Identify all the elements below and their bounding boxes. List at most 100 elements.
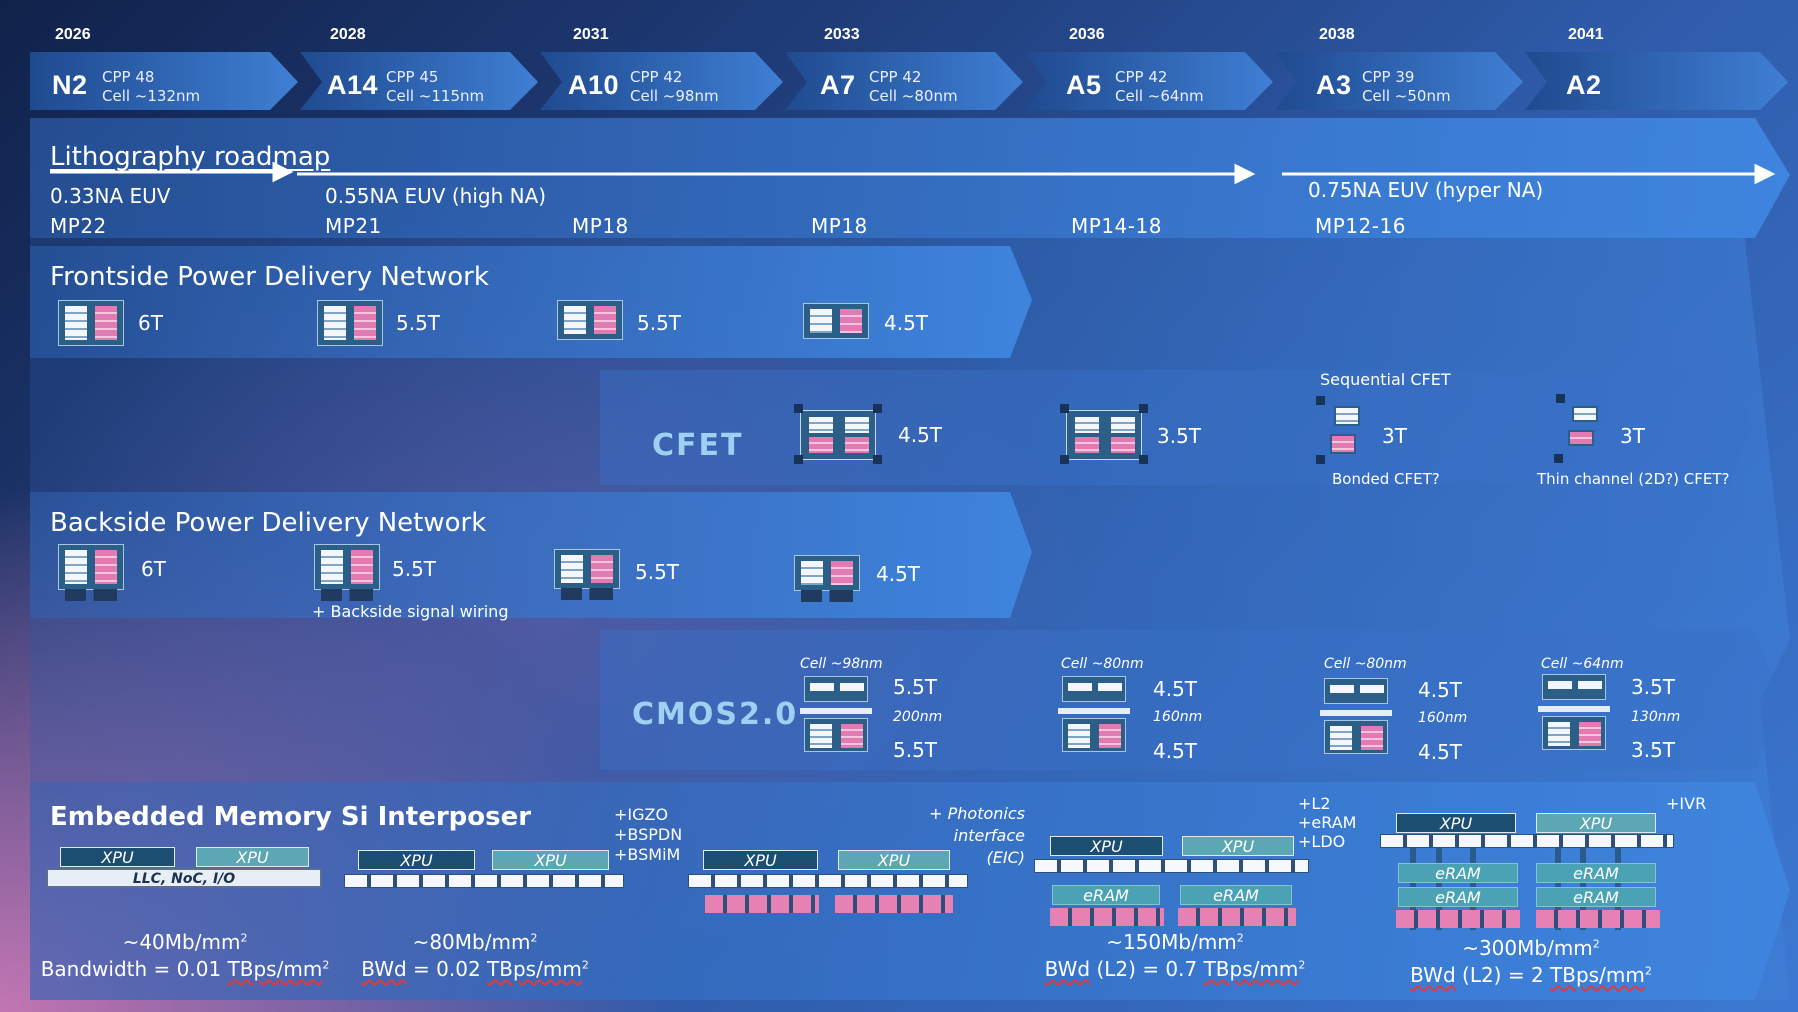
cmos2-stack-icon bbox=[1320, 678, 1392, 758]
node-name: N2 bbox=[52, 70, 88, 100]
density-stat: ~80Mb/mm2 bbox=[412, 930, 538, 954]
mp-label: MP18 bbox=[811, 214, 868, 238]
interposer-bar bbox=[344, 874, 624, 888]
node-name: A14 bbox=[327, 70, 379, 100]
bandwidth-stat: BWd (L2) = 2 TBps/mm2 bbox=[1410, 963, 1652, 987]
node-spec: CPP 48 Cell ~132nm bbox=[102, 68, 201, 105]
euv-055: 0.55NA EUV (high NA) bbox=[325, 184, 547, 208]
interposer-bar bbox=[688, 874, 968, 888]
track-label: 4.5T bbox=[898, 423, 943, 447]
xpu-chip: XPU bbox=[196, 847, 309, 867]
xpu-chip: XPU bbox=[1182, 836, 1294, 856]
eram-block: eRAM bbox=[1180, 885, 1292, 905]
year-label: 2041 bbox=[1568, 26, 1604, 43]
bandwidth-stat: Bandwidth = 0.01 TBps/mm2 bbox=[40, 957, 330, 981]
memory-row bbox=[1178, 908, 1296, 926]
sequential-cfet-icon bbox=[1330, 402, 1364, 460]
node-name: A7 bbox=[820, 70, 856, 100]
density-stat: ~40Mb/mm2 bbox=[122, 930, 248, 954]
add-ons-list: +IVR bbox=[1666, 794, 1707, 813]
cmos2-label: CMOS2.0 bbox=[632, 697, 799, 732]
cmos2-stack-icon bbox=[1538, 674, 1610, 754]
track-label: 5.5T bbox=[396, 311, 441, 335]
bandwidth-stat: BWd = 0.02 TBps/mm2 bbox=[361, 957, 589, 981]
llc-noc-io-layer: LLC, NoC, I/O bbox=[46, 868, 322, 888]
track-label: 5.5T bbox=[637, 311, 682, 335]
eram-block: eRAM bbox=[1398, 887, 1518, 907]
pitch-label: 160nm bbox=[1418, 710, 1468, 726]
bs-cell-icon bbox=[554, 549, 620, 600]
year-label: 2031 bbox=[573, 26, 609, 43]
bonded-cfet-label: Bonded CFET? bbox=[1332, 470, 1440, 488]
cfet-label: CFET bbox=[652, 428, 744, 463]
std-cell-icon bbox=[803, 303, 869, 339]
mp-label: MP12-16 bbox=[1315, 214, 1406, 238]
node-name: A10 bbox=[568, 70, 620, 100]
track-label: 5.5T bbox=[893, 738, 938, 762]
bs-cell-icon bbox=[794, 555, 860, 602]
bspdn-title: Backside Power Delivery Network bbox=[50, 508, 487, 538]
mp-label: MP22 bbox=[50, 214, 107, 238]
xpu-chip: XPU bbox=[358, 850, 475, 870]
year-label: 2033 bbox=[824, 26, 860, 43]
year-label: 2036 bbox=[1069, 26, 1105, 43]
track-label: 6T bbox=[138, 311, 163, 335]
track-label: 4.5T bbox=[884, 311, 929, 335]
node-name: A2 bbox=[1566, 70, 1602, 100]
node-spec: CPP 39 Cell ~50nm bbox=[1362, 68, 1451, 105]
interposer-title: Embedded Memory Si Interposer bbox=[50, 802, 532, 832]
track-label: 5.5T bbox=[635, 560, 680, 584]
interposer-bar bbox=[1034, 859, 1309, 873]
year-label: 2026 bbox=[55, 26, 91, 43]
node-spec: CPP 42 Cell ~64nm bbox=[1115, 68, 1204, 105]
node-spec: CPP 42 Cell ~80nm bbox=[869, 68, 958, 105]
track-label: 4.5T bbox=[1153, 677, 1198, 701]
xpu-chip: XPU bbox=[838, 850, 950, 870]
density-stat: ~300Mb/mm2 bbox=[1462, 936, 1600, 960]
eram-block: eRAM bbox=[1052, 885, 1160, 905]
photonics-note: + Photonics interface (EIC) bbox=[929, 804, 1025, 867]
track-label: 3.5T bbox=[1631, 738, 1676, 762]
eram-block: eRAM bbox=[1536, 863, 1656, 883]
track-label: 4.5T bbox=[1418, 678, 1463, 702]
mp-label: MP18 bbox=[572, 214, 629, 238]
memory-row bbox=[1536, 910, 1660, 928]
track-label: 6T bbox=[141, 557, 166, 581]
cmos2-stack-icon bbox=[800, 676, 872, 756]
bs-signal-note: + Backside signal wiring bbox=[312, 602, 509, 621]
memory-row bbox=[705, 895, 819, 913]
memory-row bbox=[1396, 910, 1520, 928]
mp-label: MP14-18 bbox=[1071, 214, 1162, 238]
memory-row bbox=[835, 895, 953, 913]
memory-row bbox=[1050, 908, 1164, 926]
pitch-label: 200nm bbox=[893, 709, 943, 725]
track-label: 3.5T bbox=[1631, 675, 1676, 699]
cfet-cell-icon bbox=[1066, 410, 1142, 460]
year-label: 2038 bbox=[1319, 26, 1355, 43]
pitch-label: 160nm bbox=[1153, 709, 1203, 725]
add-ons-list: +L2 +eRAM +LDO bbox=[1298, 794, 1357, 851]
cell-size-label: Cell ~64nm bbox=[1541, 656, 1624, 672]
bs-cell-icon bbox=[314, 544, 380, 601]
cell-size-label: Cell ~98nm bbox=[800, 656, 883, 672]
bandwidth-stat: BWd (L2) = 0.7 TBps/mm2 bbox=[1044, 957, 1306, 981]
cfet-cell-icon bbox=[800, 410, 876, 460]
std-cell-icon bbox=[557, 300, 623, 340]
track-label: 5.5T bbox=[893, 675, 938, 699]
node-name: A5 bbox=[1066, 70, 1102, 100]
xpu-chip: XPU bbox=[1396, 813, 1516, 833]
xpu-chip: XPU bbox=[1050, 836, 1163, 856]
euv-033: 0.33NA EUV bbox=[50, 184, 171, 208]
track-label: 3.5T bbox=[1157, 424, 1202, 448]
track-label: 3T bbox=[1382, 424, 1407, 448]
mp-label: MP21 bbox=[325, 214, 382, 238]
xpu-chip: XPU bbox=[492, 850, 609, 870]
timeline-chevrons bbox=[30, 52, 1788, 110]
litho-title: Lithography roadmap bbox=[50, 142, 331, 172]
std-cell-icon bbox=[58, 300, 124, 346]
track-label: 4.5T bbox=[1418, 740, 1463, 764]
cell-size-label: Cell ~80nm bbox=[1061, 656, 1144, 672]
xpu-chip: XPU bbox=[60, 847, 175, 867]
pitch-label: 130nm bbox=[1631, 709, 1681, 725]
